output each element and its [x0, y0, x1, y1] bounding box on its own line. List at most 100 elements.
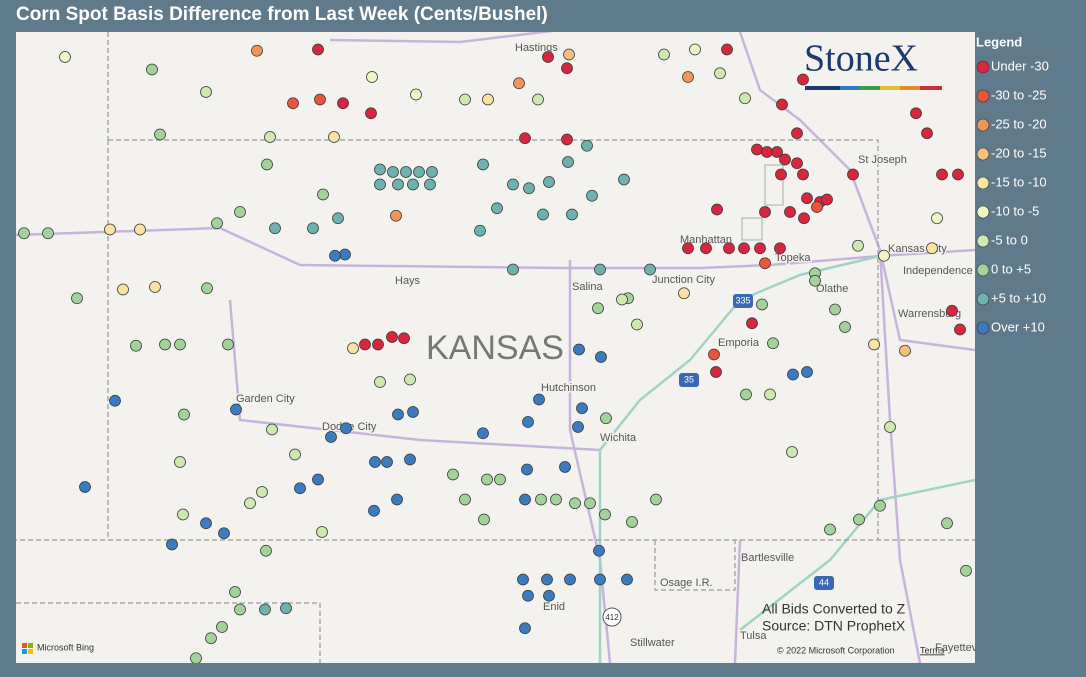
basis-point — [572, 421, 584, 433]
basis-point — [374, 178, 386, 191]
basis-point — [535, 493, 547, 506]
basis-point — [899, 344, 911, 357]
legend-label: +5 to +10 — [991, 290, 1046, 305]
basis-point — [946, 304, 958, 317]
legend-swatch — [976, 205, 990, 219]
basis-point — [700, 242, 712, 255]
basis-point — [829, 303, 841, 316]
basis-point — [787, 368, 799, 381]
basis-point — [801, 366, 813, 378]
basis-point — [771, 146, 783, 158]
basis-point — [218, 527, 230, 540]
basis-point — [325, 431, 337, 443]
legend-swatch — [976, 321, 990, 335]
basis-point — [491, 202, 503, 215]
basis-point — [774, 242, 786, 255]
legend-swatch — [976, 147, 990, 161]
basis-point — [216, 621, 228, 633]
basis-point — [550, 493, 562, 506]
basis-point — [714, 67, 726, 80]
basis-point — [626, 516, 638, 528]
basis-point — [426, 166, 438, 178]
basis-point — [390, 209, 402, 222]
place-label: Topeka — [775, 252, 811, 264]
basis-point — [307, 222, 319, 235]
basis-point — [519, 132, 531, 145]
basis-point — [117, 283, 129, 296]
basis-point — [592, 302, 604, 315]
basis-point — [563, 48, 575, 61]
basis-point — [533, 393, 545, 406]
basis-point — [682, 242, 694, 255]
road — [16, 226, 975, 270]
title: Corn Spot Basis Difference from Last Wee… — [16, 4, 548, 25]
basis-point — [618, 173, 630, 186]
attribution: © 2022 Microsoft Corporation — [777, 645, 895, 655]
basis-point — [801, 192, 813, 205]
basis-point — [960, 564, 972, 577]
basis-point — [593, 544, 605, 557]
basis-point — [797, 168, 809, 181]
legend-label: -15 to -10 — [991, 174, 1047, 189]
basis-point — [541, 573, 553, 586]
basis-point — [365, 107, 377, 120]
basis-point — [776, 98, 788, 111]
basis-point — [756, 298, 768, 311]
shield-label: 335 — [735, 295, 750, 305]
shield: 412 — [602, 607, 622, 627]
basis-point — [280, 602, 292, 615]
note: All Bids Converted to Z — [762, 601, 906, 617]
basis-point — [584, 497, 596, 510]
basis-point — [329, 249, 341, 262]
basis-point — [746, 317, 758, 330]
legend-label: -25 to -20 — [991, 116, 1047, 131]
points — [18, 43, 972, 663]
basis-point — [317, 188, 329, 201]
basis-point — [791, 157, 803, 170]
place-label: Manhattan — [680, 234, 732, 246]
basis-point — [230, 403, 242, 416]
basis-point — [566, 208, 578, 221]
basis-point — [177, 508, 189, 521]
basis-point — [797, 73, 809, 86]
basis-point — [689, 43, 701, 56]
basis-point — [910, 107, 922, 120]
basis-point — [839, 321, 851, 333]
basis-point — [222, 338, 234, 351]
basis-point — [507, 263, 519, 276]
basis-point — [447, 468, 459, 481]
map[interactable]: Hastings St Joseph Manhattan Topeka Kans… — [16, 30, 991, 664]
legend-label: Under -30 — [991, 58, 1049, 73]
basis-point — [600, 412, 612, 425]
place-label: Fayetteville — [935, 642, 991, 654]
basis-point — [316, 526, 328, 538]
basis-point — [205, 632, 217, 645]
basis-point — [392, 178, 404, 191]
basis-point — [824, 523, 836, 536]
basis-point — [146, 63, 158, 76]
basis-point — [644, 263, 656, 276]
basis-point — [294, 482, 306, 495]
place-label: Garden City — [236, 393, 295, 405]
basis-point — [513, 77, 525, 90]
basis-point — [559, 461, 571, 473]
basis-point — [174, 456, 186, 468]
terms-link[interactable]: Terms — [920, 645, 945, 655]
basis-point — [134, 223, 146, 236]
basis-point — [523, 182, 535, 195]
basis-point — [369, 456, 381, 468]
basis-point — [784, 206, 796, 218]
place-label: Stillwater — [630, 637, 675, 649]
basis-point — [658, 48, 670, 61]
legend-swatch — [976, 118, 990, 132]
basis-point — [721, 43, 733, 56]
basis-point — [936, 168, 948, 181]
basis-point — [477, 427, 489, 440]
basis-point — [340, 422, 352, 435]
basis-point — [366, 71, 378, 83]
basis-point — [711, 203, 723, 216]
state-border — [16, 32, 975, 663]
basis-point — [372, 338, 384, 351]
shield-label: 44 — [819, 577, 829, 587]
legend-label: -10 to -5 — [991, 203, 1039, 218]
